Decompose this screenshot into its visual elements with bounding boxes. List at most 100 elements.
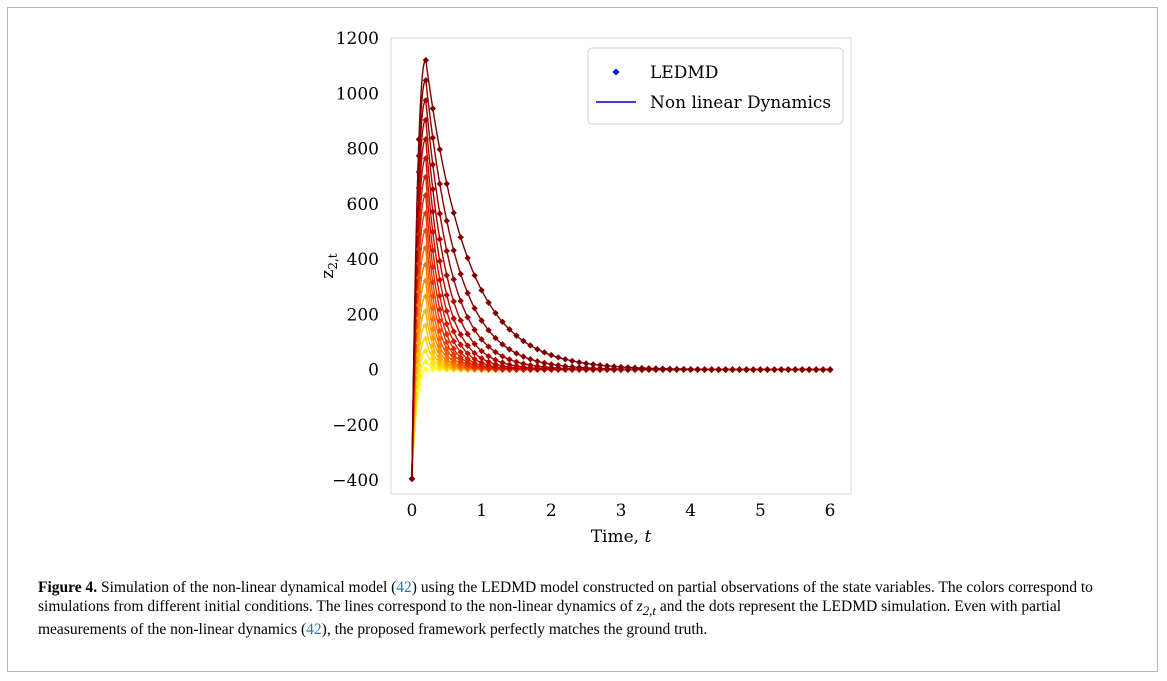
ledmd-point (485, 343, 492, 350)
ledmd-point (610, 363, 618, 370)
ledmd-point (485, 358, 492, 366)
ledmd-point (701, 366, 708, 373)
ledmd-point (457, 270, 464, 278)
ledmd-point (450, 315, 457, 322)
ledmd-point (478, 355, 485, 362)
ledmd-point (415, 327, 423, 335)
ledmd-point (436, 292, 443, 300)
ledmd-point (429, 316, 437, 323)
ledmd-point (596, 365, 604, 372)
y-tick-label: 600 (347, 195, 379, 215)
ledmd-point (422, 116, 430, 124)
ledmd-point (534, 363, 541, 370)
ledmd-point (429, 355, 437, 362)
ledmd-point (596, 362, 604, 369)
chart: 0 1 2 3 4 5 6 −400 −200 0 200 400 600 800 1000 1200 Tim… (318, 29, 852, 547)
ledmd-point (464, 254, 471, 262)
ledmd-point (429, 326, 437, 333)
ledmd-point (457, 354, 464, 361)
x-axis-label: Time, t (591, 527, 652, 547)
equation-ref-link[interactable]: 42 (306, 621, 322, 639)
ledmd-point (589, 361, 597, 368)
ledmd-point (429, 334, 437, 342)
ledmd-point (464, 342, 471, 349)
ledmd-point (429, 305, 437, 312)
ledmd-point (464, 330, 471, 338)
caption-text-2: ) using the LEDMD model constructed on p… (38, 579, 1093, 615)
ticks-layer: 0 1 2 3 4 5 6 −400 −200 0 200 400 600 800 1000 1200 (332, 29, 835, 521)
ledmd-point (562, 356, 569, 363)
ledmd-point (429, 279, 437, 286)
ledmd-point (471, 349, 478, 357)
ledmd-point (575, 359, 583, 366)
ledmd-point (450, 328, 457, 335)
ledmd-point (471, 272, 478, 279)
ledmd-point (499, 341, 506, 348)
ledmd-point (569, 363, 576, 371)
ledmd-point (443, 331, 450, 338)
ledmd-point (415, 315, 423, 322)
ledmd-point (715, 366, 722, 373)
ledmd-point (415, 184, 423, 192)
ledmd-point (485, 353, 492, 360)
ledmd-point (457, 331, 464, 338)
ledmd-point (408, 475, 416, 482)
ledmd-point (415, 288, 423, 295)
ledmd-point (582, 364, 590, 372)
ledmd-point (429, 228, 437, 236)
ledmd-point (492, 348, 499, 356)
ledmd-point (422, 347, 430, 355)
ledmd-point (429, 247, 437, 254)
ledmd-point (443, 339, 450, 346)
ledmd-point (415, 380, 423, 388)
ledmd-point (492, 356, 499, 364)
ledmd-point (429, 134, 437, 142)
ledmd-point (792, 366, 799, 373)
y-tick-label: 200 (347, 305, 379, 325)
ledmd-point (415, 136, 423, 143)
ledmd-point (436, 146, 443, 153)
legend-entry-label: Non linear Dynamics (650, 93, 831, 113)
ledmd-point (457, 317, 464, 324)
ledmd-point (415, 387, 423, 394)
ledmd-point (520, 337, 527, 345)
ledmd-point (429, 208, 437, 215)
equation-ref-link[interactable]: 42 (396, 579, 412, 596)
ledmd-point (492, 334, 499, 342)
series-line (411, 324, 831, 479)
ledmd-point (464, 289, 471, 297)
y-tick-label: 1000 (336, 84, 379, 104)
ledmd-point (436, 317, 443, 325)
ledmd-point (422, 97, 430, 104)
y-tick-label: −400 (332, 471, 379, 491)
ledmd-point (589, 365, 597, 372)
ledmd-point (645, 365, 653, 372)
ledmd-point (555, 354, 562, 361)
ledmd-point (450, 209, 457, 217)
series-line (411, 194, 831, 479)
ledmd-point (575, 364, 583, 371)
y-tick-label: 0 (368, 361, 379, 381)
ledmd-point (659, 365, 667, 372)
ledmd-point (422, 261, 430, 268)
ledmd-point (415, 200, 423, 207)
ledmd-point (499, 318, 506, 326)
ledmd-point (415, 245, 423, 253)
ledmd-point (436, 180, 443, 188)
ledmd-point (457, 357, 464, 365)
ledmd-point (415, 351, 423, 358)
ledmd-point (457, 348, 464, 356)
ledmd-point (443, 345, 450, 353)
ledmd-point (778, 366, 785, 373)
ledmd-point (422, 136, 430, 143)
ledmd-point (429, 349, 437, 356)
ledmd-point (520, 360, 527, 367)
ledmd-point (429, 363, 437, 371)
ledmd-point (694, 366, 701, 373)
ledmd-point (436, 257, 443, 265)
ledmd-point (513, 350, 520, 357)
ledmd-point (478, 359, 485, 366)
y-tick-label: 1200 (336, 29, 379, 49)
ledmd-point (429, 342, 437, 349)
ledmd-point (722, 366, 729, 373)
